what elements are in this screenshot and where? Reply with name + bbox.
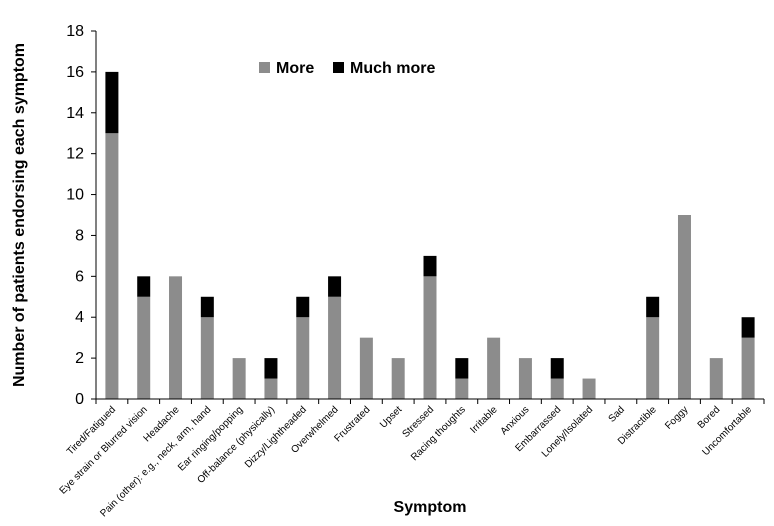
x-tick-label-foggy: Foggy [663,404,690,431]
y-ticks: 0 2 4 6 8 10 12 14 16 18 [66,23,96,408]
y-tick-label: 14 [66,105,84,122]
bar-more-irritable [487,337,501,399]
legend-label-more: More [276,60,314,77]
bar-much-more-dizzy-lightheaded [296,296,310,318]
x-tick-label-bored: Bored [696,404,723,431]
bar-more-pain-other-e-g-neck-arm-hand [200,317,214,399]
bar-more-tired-fatigued [105,133,119,399]
bar-much-more-eye-strain-or-blurred-vision [137,276,151,297]
y-tick-label: 6 [75,268,84,285]
bar-more-headache [169,276,183,399]
y-tick-label: 8 [75,227,84,244]
y-tick-label: 12 [66,146,84,163]
bar-much-more-uncomfortable [741,317,755,338]
y-tick-label: 4 [75,309,84,326]
bar-more-uncomfortable [741,337,755,399]
legend: More Much more [259,60,435,77]
bar-much-more-racing-thoughts [455,358,469,379]
x-axis-title: Symptom [394,499,467,516]
bar-more-embarrassed [550,378,564,399]
bar-more-frustrated [359,337,373,399]
bar-much-more-pain-other-e-g-neck-arm-hand [200,296,214,318]
x-tick-label-racing-thoughts: Racing thoughts [409,404,468,463]
bar-more-dizzy-lightheaded [296,317,310,399]
bar-more-overwhelmed [328,296,342,399]
y-tick-label: 18 [66,23,84,40]
bar-more-anxious [518,358,532,399]
bar-more-racing-thoughts [455,378,469,399]
bar-more-foggy [677,215,691,399]
x-tick-label-irritable: Irritable [468,404,500,436]
bar-more-off-balance-physically [264,378,278,399]
axes-layer [95,31,764,400]
bar-more-upset [391,358,405,399]
bar-much-more-embarrassed [550,358,564,379]
x-tick-label-sad: Sad [607,404,627,424]
bar-much-more-stressed [423,255,437,277]
bar-more-stressed [423,276,437,399]
legend-swatch-more [259,62,270,73]
bar-more-bored [709,358,723,399]
bar-much-more-overwhelmed [328,276,342,297]
x-tick-label-upset: Upset [378,404,404,430]
bar-more-lonely-isolated [582,378,596,399]
y-tick-label: 0 [75,391,84,408]
bar-much-more-off-balance-physically [264,358,278,379]
y-axis-title: Number of patients endorsing each sympto… [11,43,28,387]
bar-more-ear-ringing-popping [232,358,246,399]
legend-swatch-much-more [333,62,344,73]
y-tick-label: 10 [66,187,84,204]
y-tick-label: 2 [75,350,84,367]
bar-more-distractible [646,317,660,399]
legend-label-much-more: Much more [350,60,435,77]
bar-much-more-distractible [646,296,660,318]
bars-layer [105,71,755,399]
bar-much-more-tired-fatigued [105,71,119,134]
bar-more-eye-strain-or-blurred-vision [137,296,151,399]
y-tick-label: 16 [66,64,84,81]
